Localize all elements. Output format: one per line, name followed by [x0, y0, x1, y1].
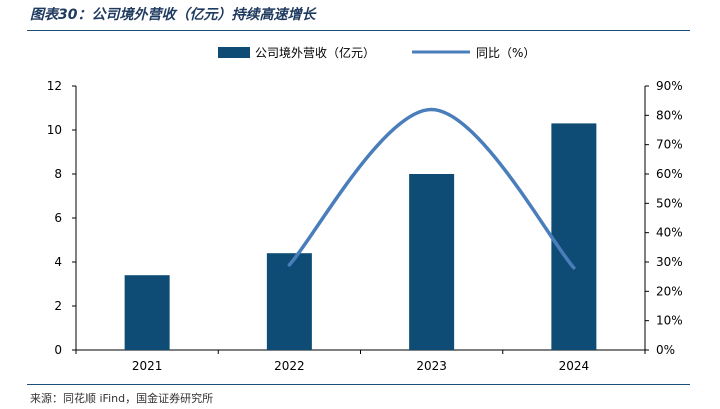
bar — [124, 275, 170, 350]
legend: 公司境外营收（亿元） 同比（%） — [218, 45, 535, 60]
legend-line-label: 同比（%） — [476, 46, 535, 60]
bottom-divider — [27, 384, 690, 385]
left-tick-label: 0 — [54, 343, 62, 357]
left-tick-label: 2 — [54, 299, 62, 313]
legend-bar-swatch — [218, 47, 250, 58]
bar — [551, 123, 597, 351]
right-tick-label: 0% — [656, 343, 675, 357]
left-tick-label: 8 — [54, 167, 62, 181]
x-tick-label: 2021 — [132, 359, 163, 373]
bar — [266, 253, 312, 350]
legend-bar-label: 公司境外营收（亿元） — [255, 45, 375, 60]
right-tick-label: 70% — [656, 138, 683, 152]
right-tick-label: 90% — [656, 79, 683, 93]
x-tick-label: 2024 — [559, 359, 590, 373]
right-tick-label: 30% — [656, 255, 683, 269]
left-tick-label: 12 — [47, 79, 62, 93]
plot-area: 0 2 4 6 8 10 12 0% 10% 20% 30% 40% 50% 60% 70% 80% 90% 20… — [47, 79, 683, 373]
right-tick-label: 60% — [656, 167, 683, 181]
right-tick-label: 40% — [656, 226, 683, 240]
left-tick-label: 4 — [54, 255, 62, 269]
figure-title: 图表30：公司境外营收（亿元）持续高速增长 — [30, 7, 316, 23]
source-note: 来源：同花顺 iFind，国金证券研究所 — [30, 392, 214, 405]
bar — [409, 174, 455, 350]
right-tick-label: 50% — [656, 196, 683, 210]
left-tick-label: 10 — [47, 123, 62, 137]
right-tick-label: 80% — [656, 108, 683, 122]
x-tick-label: 2023 — [416, 359, 447, 373]
x-tick-label: 2022 — [274, 359, 305, 373]
right-tick-label: 10% — [656, 314, 683, 328]
right-tick-label: 20% — [656, 284, 683, 298]
top-divider — [27, 30, 690, 31]
left-tick-label: 6 — [54, 211, 62, 225]
